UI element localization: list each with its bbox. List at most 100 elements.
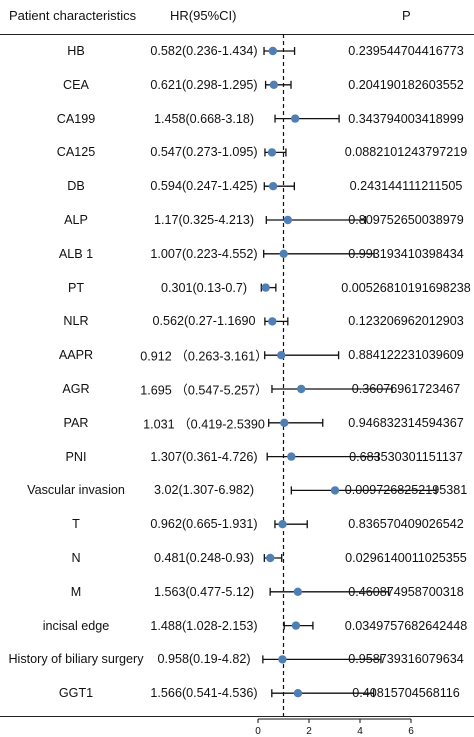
hr-point [297, 384, 306, 394]
hr-point [283, 215, 293, 225]
header-top-rule [0, 34, 474, 35]
hr-point [330, 486, 340, 495]
table-row: HB 0.582(0.236-1.434) 0.239544704416773 [0, 35, 474, 67]
row-name: NLR [63, 314, 89, 329]
row-hr-ci: 1.458(0.668-3.18) [153, 111, 255, 126]
hr-point [279, 249, 288, 258]
row-hr-ci: 0.962(0.665-1.931) [150, 517, 258, 532]
row-p-value: 0.946832314594367 [348, 415, 464, 430]
row-hr-ci: 1.488(1.028-2.153) [150, 618, 258, 633]
header-characteristics: Patient characteristics [9, 8, 137, 23]
row-p-value: 0.993193410398434 [348, 246, 464, 261]
row-p-value: 0.683530301151137 [349, 449, 463, 464]
row-hr-ci: 1.307(0.361-4.726) [150, 449, 258, 464]
row-name: ALB 1 [58, 246, 94, 261]
row-name: AAPR [58, 348, 94, 363]
row-hr-ci: 1.17(0.325-4.213) [153, 213, 255, 227]
x-tick-label: 6 [408, 726, 414, 737]
row-hr-ci: 0.582(0.236-1.434) [150, 44, 258, 58]
row-name: DB [67, 179, 85, 194]
row-hr-ci: 0.912 （0.263-3.161） [140, 349, 268, 364]
row-name: CEA [63, 77, 89, 92]
table-row: History of biliary surgery 0.958(0.19-4.8… [0, 643, 474, 675]
hr-point [290, 114, 300, 123]
row-hr-ci: 0.301(0.13-0.7) [160, 280, 248, 295]
row-p-value: 0.36076961723467 [351, 382, 461, 396]
table-row: CEA 0.621(0.298-1.295) 0.204190182603552 [0, 69, 474, 101]
row-name: History of biliary surgery [8, 652, 144, 667]
row-name: PAR [63, 415, 89, 430]
row-p-value: 0.958739316079634 [348, 652, 464, 667]
table-row: ALP 1.17(0.325-4.213) 0.809752650038979 [0, 204, 474, 236]
row-name: T [72, 517, 80, 532]
hr-point [266, 553, 275, 563]
table-row: CA199 1.458(0.668-3.18) 0.343794003418999 [0, 103, 474, 135]
table-row: AGR 1.695 （0.547-5.257） 0.36076961723467 [0, 373, 474, 405]
hr-point [278, 520, 287, 529]
row-hr-ci: 1.566(0.541-4.536) [150, 686, 258, 701]
table-row: incisal edge 1.488(1.028-2.153) 0.03497576… [0, 610, 474, 642]
row-p-value: 0.809752650038979 [348, 213, 464, 227]
row-hr-ci: 1.007(0.223-4.552) [150, 246, 258, 261]
row-name: PT [67, 280, 85, 295]
table-row: PAR 1.031 （0.419-2.5390 0.946832314594367 [0, 407, 474, 439]
hr-point [261, 283, 270, 292]
row-name: Vascular invasion [27, 483, 125, 498]
table-row: N 0.481(0.248-0.93) 0.0296140011025355 [0, 542, 474, 574]
x-tick-label: 0 [255, 726, 261, 737]
header-hr: HR(95%CI) [170, 8, 237, 23]
table-row: CA125 0.547(0.273-1.095) 0.088210124379721… [0, 136, 474, 168]
row-hr-ci: 1.695 （0.547-5.257） [140, 383, 268, 398]
table-row: M 1.563(0.477-5.12) 0.460874958700318 [0, 576, 474, 608]
row-p-value: 0.239544704416773 [348, 44, 464, 58]
table-row: NLR 0.562(0.27-1.1690 0.123206962012903 [0, 305, 474, 337]
row-hr-ci: 0.562(0.27-1.1690 [152, 314, 256, 329]
row-name: HB [67, 44, 85, 58]
row-p-value: 0.0882101243797219 [344, 145, 468, 160]
row-p-value: 0.123206962012903 [348, 314, 464, 329]
hr-point [287, 452, 296, 461]
row-name: incisal edge [42, 618, 110, 633]
row-name: CA125 [56, 145, 96, 160]
row-name: M [70, 584, 82, 599]
row-p-value: 0.204190182603552 [348, 77, 464, 92]
header-p: P [402, 8, 411, 23]
table-row: PNI 1.307(0.361-4.726) 0.683530301151137 [0, 441, 474, 473]
hr-point [268, 317, 277, 326]
row-hr-ci: 1.031 （0.419-2.5390 [143, 417, 265, 432]
row-hr-ci: 0.547(0.273-1.095) [150, 145, 258, 160]
row-p-value: 0.243144111211505 [349, 179, 463, 194]
row-hr-ci: 0.481(0.248-0.93) [153, 551, 255, 565]
hr-point [278, 655, 287, 664]
row-p-value: 0.0296140011025355 [345, 551, 467, 565]
table-bottom-rule [0, 716, 474, 717]
table-row: ALB 1 1.007(0.223-4.552) 0.993193410398434 [0, 238, 474, 270]
hr-point [268, 46, 278, 56]
hr-point [293, 689, 303, 698]
x-tick-label: 2 [306, 726, 312, 737]
row-name: ALP [64, 213, 88, 227]
row-p-value: 0.0349757682642448 [344, 618, 468, 633]
hr-point [280, 418, 289, 427]
row-p-value: 0.00526810191698238 [341, 280, 471, 295]
row-hr-ci: 3.02(1.307-6.982) [153, 483, 255, 498]
table-row: T 0.962(0.665-1.931) 0.836570409026542 [0, 508, 474, 540]
row-hr-ci: 0.621(0.298-1.295) [150, 77, 258, 92]
row-name: N [71, 551, 81, 565]
row-p-value: 0.836570409026542 [348, 517, 464, 532]
table-row: GGT1 1.566(0.541-4.536) 0.40815704568116 [0, 677, 474, 709]
row-hr-ci: 0.594(0.247-1.425) [150, 179, 258, 194]
row-name: CA199 [56, 111, 96, 126]
x-tick-label: 4 [357, 726, 363, 737]
row-name: PNI [65, 449, 87, 464]
row-p-value: 0.343794003418999 [348, 111, 464, 126]
hr-point [291, 621, 301, 630]
row-p-value: 0.460874958700318 [348, 584, 464, 599]
row-hr-ci: 0.958(0.19-4.82) [157, 652, 251, 667]
hr-point [268, 182, 278, 191]
hr-point [293, 587, 303, 596]
row-name: GGT1 [58, 686, 94, 701]
hr-point [277, 351, 286, 360]
